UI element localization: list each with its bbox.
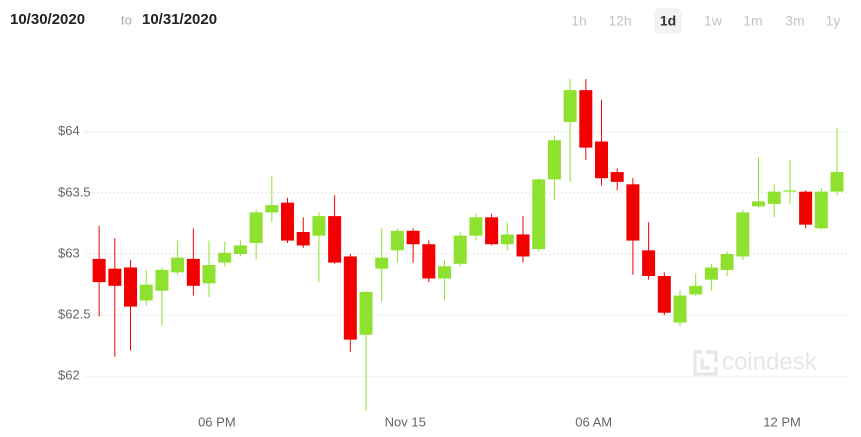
y-tick-label: $62 — [58, 368, 80, 383]
candle-body — [500, 234, 514, 245]
candle-body — [626, 184, 640, 241]
candle-body — [422, 244, 436, 279]
y-tick-label: $63 — [58, 245, 80, 260]
candle-body — [814, 191, 828, 229]
candle-body — [830, 172, 844, 192]
x-tick-label: Nov 15 — [385, 414, 426, 429]
candle-body — [233, 245, 247, 255]
candle-body — [296, 232, 310, 246]
candle-body — [218, 252, 232, 263]
candle-body — [124, 267, 138, 307]
candle-body — [485, 217, 499, 245]
candle-body — [108, 268, 122, 286]
candle-body — [532, 179, 546, 250]
candle-body — [673, 295, 687, 323]
range-tab[interactable]: 3m — [785, 13, 804, 29]
candle-body — [171, 257, 185, 273]
candle-body — [343, 256, 357, 340]
candle-body — [579, 90, 593, 148]
candle-body — [752, 201, 766, 207]
candle-body — [453, 235, 467, 264]
candle-body — [563, 90, 577, 122]
candle-body — [390, 230, 404, 251]
y-tick-label: $63.5 — [58, 184, 91, 199]
range-tab[interactable]: 1d — [660, 13, 676, 29]
x-tick-label: 06 AM — [575, 414, 612, 429]
date-separator: to — [121, 12, 132, 27]
watermark-icon — [693, 350, 718, 376]
candle-body — [689, 285, 703, 295]
candle-body — [642, 250, 656, 277]
candle-body — [595, 141, 609, 179]
candle-body — [767, 191, 781, 204]
candle-body — [516, 234, 530, 257]
y-tick-label: $62.5 — [58, 307, 91, 322]
candle-body — [704, 267, 718, 280]
y-tick-label: $64 — [58, 123, 80, 138]
candle-body — [92, 258, 106, 283]
candle-body — [202, 265, 216, 284]
range-tab[interactable]: 1m — [743, 13, 762, 29]
date-from: 10/30/2020 — [10, 11, 85, 28]
candle-body — [155, 269, 169, 291]
range-tab[interactable]: 1w — [704, 13, 723, 29]
candles — [92, 79, 844, 411]
candle-body — [312, 216, 326, 236]
range-tab[interactable]: 12h — [608, 13, 631, 29]
x-tick-label: 12 PM — [763, 414, 801, 429]
candle-body — [139, 284, 153, 301]
candle-body — [375, 257, 389, 269]
candle-body — [406, 230, 420, 245]
date-to: 10/31/2020 — [142, 11, 217, 28]
candle-body — [736, 212, 750, 257]
range-tab[interactable]: 1y — [826, 13, 841, 29]
candle-body — [720, 254, 734, 270]
range-tab[interactable]: 1h — [571, 13, 587, 29]
candle-body — [186, 258, 200, 286]
candle-body — [799, 191, 813, 225]
candle-body — [265, 205, 279, 213]
candle-body — [657, 276, 671, 313]
candle-body — [610, 172, 624, 182]
candle-body — [281, 202, 295, 241]
x-tick-label: 06 PM — [198, 414, 236, 429]
candle-body — [249, 212, 263, 244]
candle-body — [359, 291, 373, 335]
watermark-text: coindesk — [722, 348, 818, 375]
candle-body — [438, 266, 452, 279]
candle-body — [469, 217, 483, 236]
watermark: coindesk — [693, 348, 818, 376]
candle-body — [547, 140, 561, 180]
candle-body — [328, 216, 342, 263]
candle-body — [783, 190, 797, 192]
range-tab-highlight — [654, 8, 682, 34]
range-tabs: 1h 12h 1d 1w 1m 3m 1y — [571, 8, 840, 34]
